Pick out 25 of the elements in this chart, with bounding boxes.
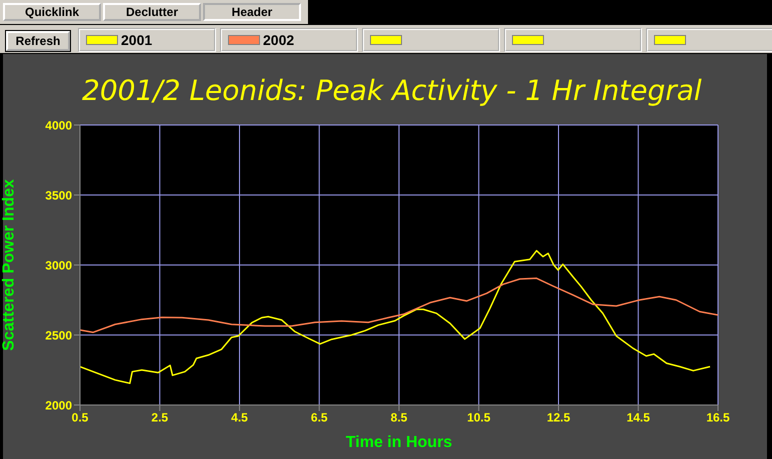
x-tick-label: 8.5 <box>390 410 408 425</box>
x-tick-label: 14.5 <box>626 410 650 425</box>
x-axis-title: Time in Hours <box>346 434 452 451</box>
legend-label: 2002 <box>263 32 294 48</box>
y-tick-label: 4000 <box>45 118 72 132</box>
x-tick-label: 12.5 <box>546 410 570 425</box>
text: Quicklink <box>3 3 101 21</box>
y-axis-title: Scattered Power Index <box>0 179 18 351</box>
x-tick-label: 4.5 <box>231 410 248 425</box>
y-tick-label: 3500 <box>45 188 72 202</box>
y-tick-label: 3000 <box>45 258 72 272</box>
line-series <box>80 278 718 334</box>
legend-label: 2001 <box>121 32 152 48</box>
text: Refresh <box>6 31 70 51</box>
x-tick-label: 6.5 <box>310 410 328 425</box>
x-tick-label: 16.5 <box>706 410 730 425</box>
x-tick-label: 0.5 <box>72 410 89 425</box>
text: Header <box>203 3 301 21</box>
line-series <box>80 250 711 384</box>
x-tick-label: 10.5 <box>467 410 491 425</box>
y-tick-label: 2000 <box>45 398 72 412</box>
text: Declutter <box>103 3 201 21</box>
x-tick-label: 2.5 <box>151 410 168 425</box>
chart-title: 2001/2 Leonids: Peak Activity - 1 Hr Integral <box>82 74 702 107</box>
y-tick-label: 2500 <box>45 328 72 342</box>
